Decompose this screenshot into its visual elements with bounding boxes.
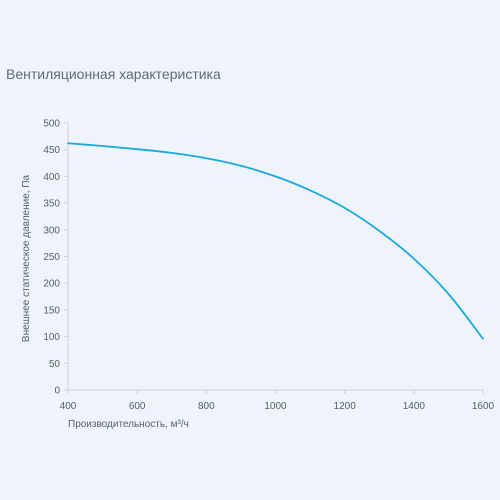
y-tick-label: 350 <box>43 199 60 210</box>
y-tick-label: 500 <box>43 119 60 130</box>
y-tick-label: 0 <box>54 386 60 397</box>
y-tick-label: 250 <box>43 252 60 263</box>
x-tick-label: 600 <box>129 401 146 412</box>
x-axis: 400 600 800 1000 1200 1400 1600 <box>60 389 495 412</box>
y-tick-label: 50 <box>49 359 61 370</box>
x-tick-label: 400 <box>60 401 77 412</box>
y-tick-label: 450 <box>43 145 60 156</box>
x-tick-label: 800 <box>198 401 215 412</box>
x-tick-label: 1200 <box>334 401 357 412</box>
y-tick-label: 150 <box>43 305 60 316</box>
y-tick-label: 300 <box>43 225 60 236</box>
y-tick-label: 200 <box>43 279 60 290</box>
x-tick-label: 1400 <box>403 401 426 412</box>
y-tick-label: 100 <box>43 332 60 343</box>
y-axis-label: Внешнее статическое давление, Па <box>21 174 32 342</box>
y-tick-label: 400 <box>43 172 60 183</box>
series-line <box>67 142 484 340</box>
y-axis: 0 50 100 150 200 250 300 350 400 450 500 <box>43 119 69 397</box>
x-tick-label: 1600 <box>472 401 495 412</box>
x-tick-label: 1000 <box>264 401 287 412</box>
chart-title: Вентиляционная характеристика <box>6 66 221 82</box>
series-group <box>67 142 484 340</box>
x-axis-label: Производительность, м³/ч <box>68 419 189 430</box>
